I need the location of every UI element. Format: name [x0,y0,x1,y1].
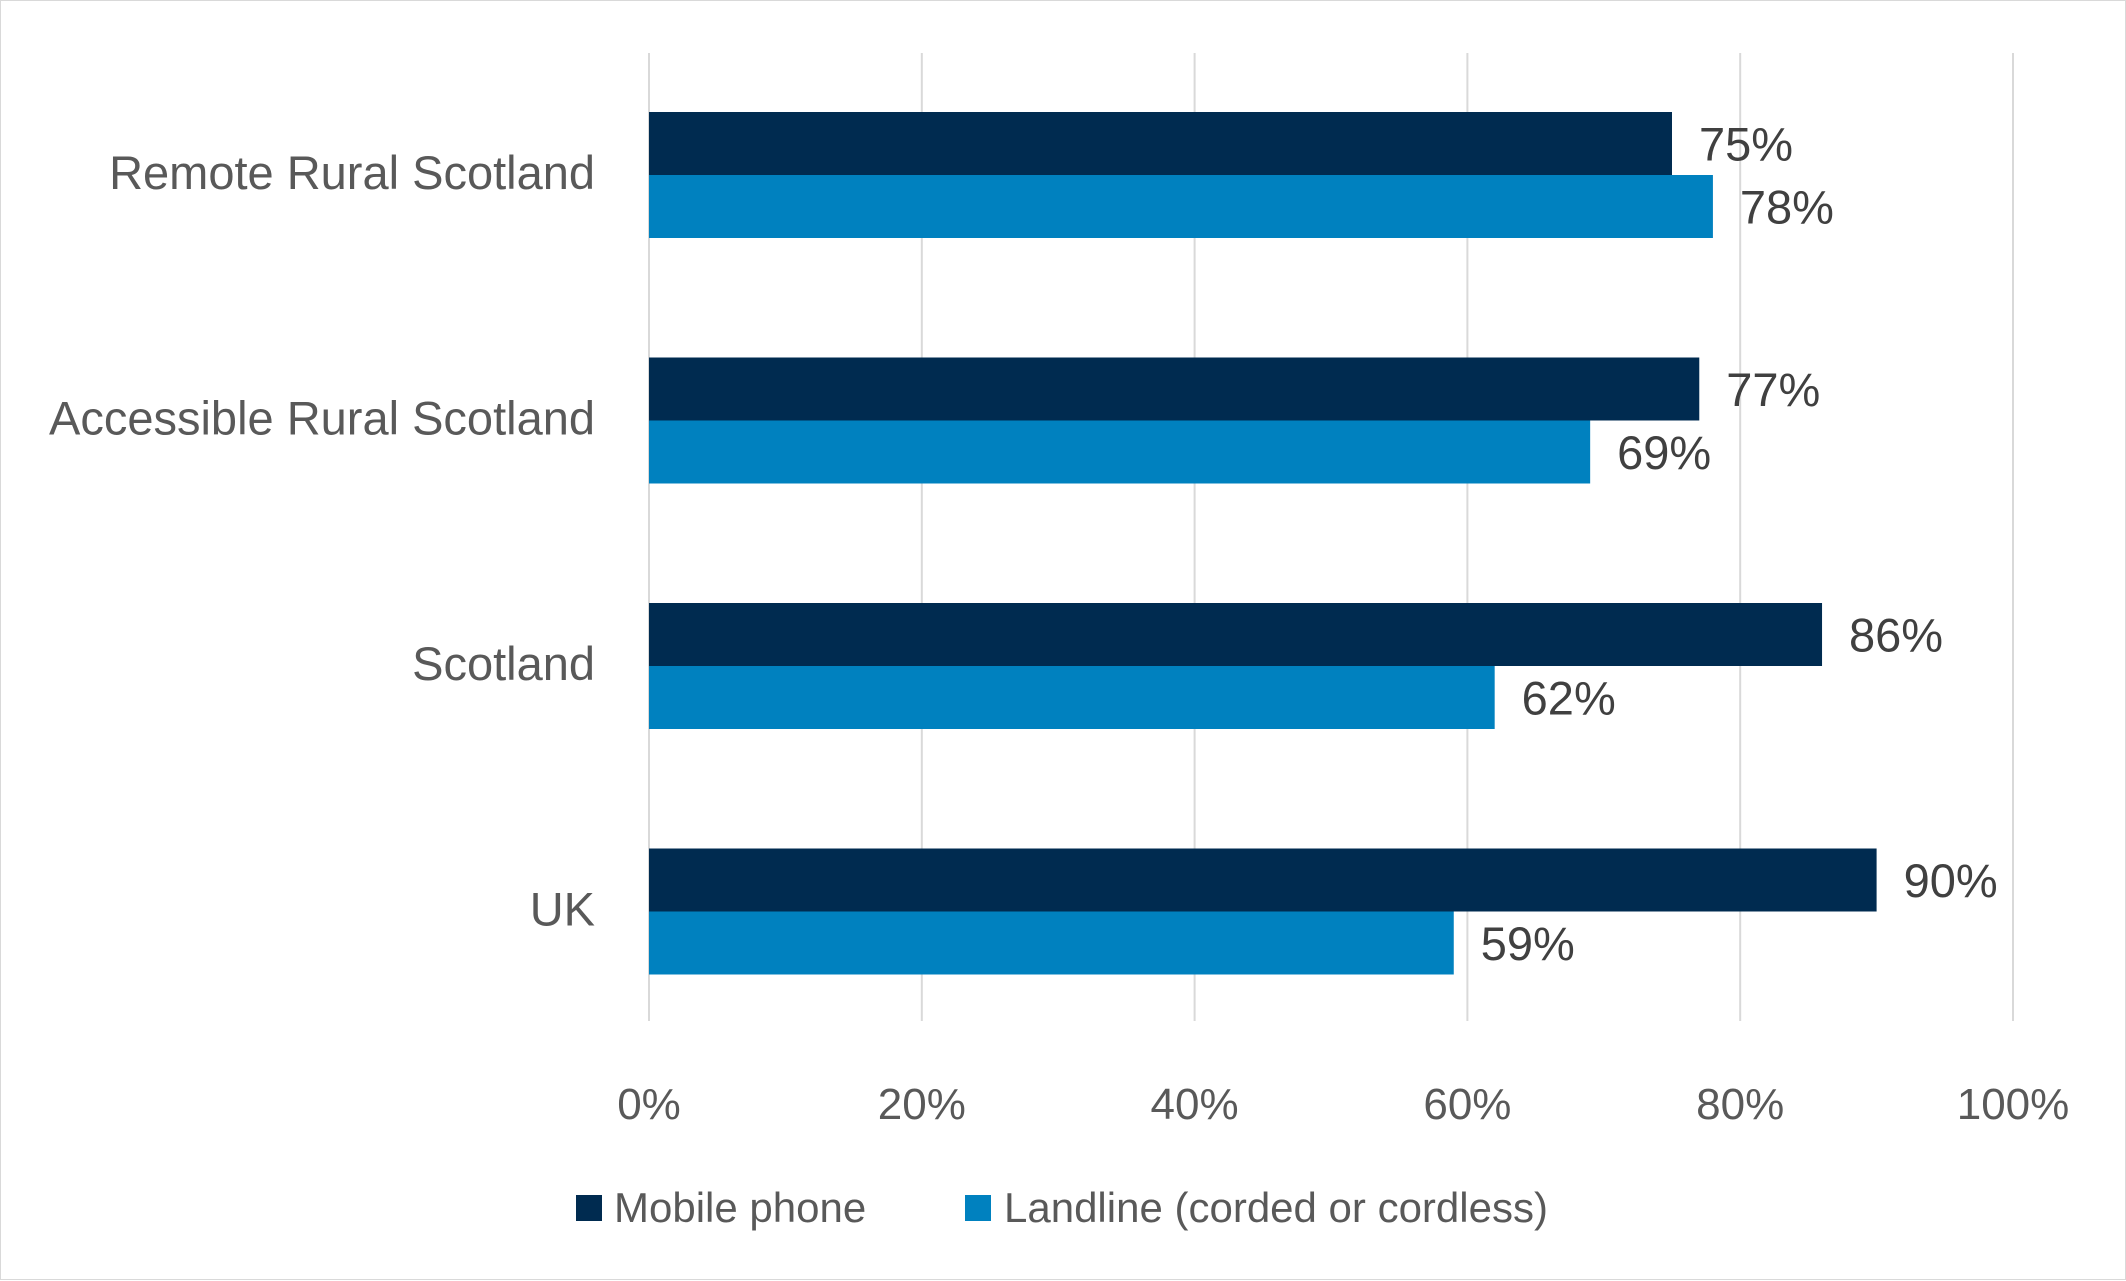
category-label: Scotland [412,637,595,690]
bar-landline-2 [649,666,1495,729]
x-tick-label: 0% [617,1080,681,1129]
bar-mobile-phone-3 [649,848,1877,912]
bar-mobile-phone-0 [649,112,1672,175]
bar-mobile-phone-1 [649,357,1700,421]
data-label: 59% [1481,917,1575,970]
x-tick-label: 100% [1957,1080,2070,1129]
data-label: 78% [1740,181,1834,234]
data-label: 77% [1726,363,1820,416]
bar-mobile-phone-2 [649,603,1823,666]
bars [649,112,1877,975]
data-label: 90% [1904,854,1998,907]
bar-landline-3 [649,911,1454,975]
x-tick-label: 40% [1151,1080,1239,1129]
legend-label: Landline (corded or cordless) [1004,1184,1548,1231]
bar-landline-0 [649,175,1713,238]
category-label: Accessible Rural Scotland [49,392,595,445]
value-axis: 0% 20% 40% 60% 80% 100% [617,1080,2069,1129]
data-label: 62% [1522,672,1616,725]
legend-swatch [965,1195,991,1221]
category-axis: Remote Rural Scotland Accessible Rural Sc… [49,146,595,936]
data-labels: 75% 78% 77% 69% 86% 62% 90% 59% [1481,118,1998,971]
bar-landline-1 [649,420,1591,484]
data-label: 69% [1617,426,1711,479]
x-tick-label: 20% [878,1080,966,1129]
legend-label: Mobile phone [614,1184,866,1231]
data-label: 86% [1849,609,1943,662]
category-label: Remote Rural Scotland [109,146,595,199]
data-label: 75% [1699,118,1793,171]
x-tick-label: 60% [1423,1080,1511,1129]
legend: Mobile phone Landline (corded or cordless… [576,1184,1548,1231]
x-tick-label: 80% [1696,1080,1784,1129]
legend-swatch [576,1195,602,1221]
category-label: UK [530,883,595,936]
